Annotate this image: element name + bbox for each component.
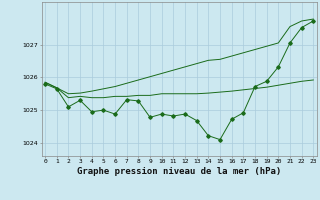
X-axis label: Graphe pression niveau de la mer (hPa): Graphe pression niveau de la mer (hPa)	[77, 167, 281, 176]
